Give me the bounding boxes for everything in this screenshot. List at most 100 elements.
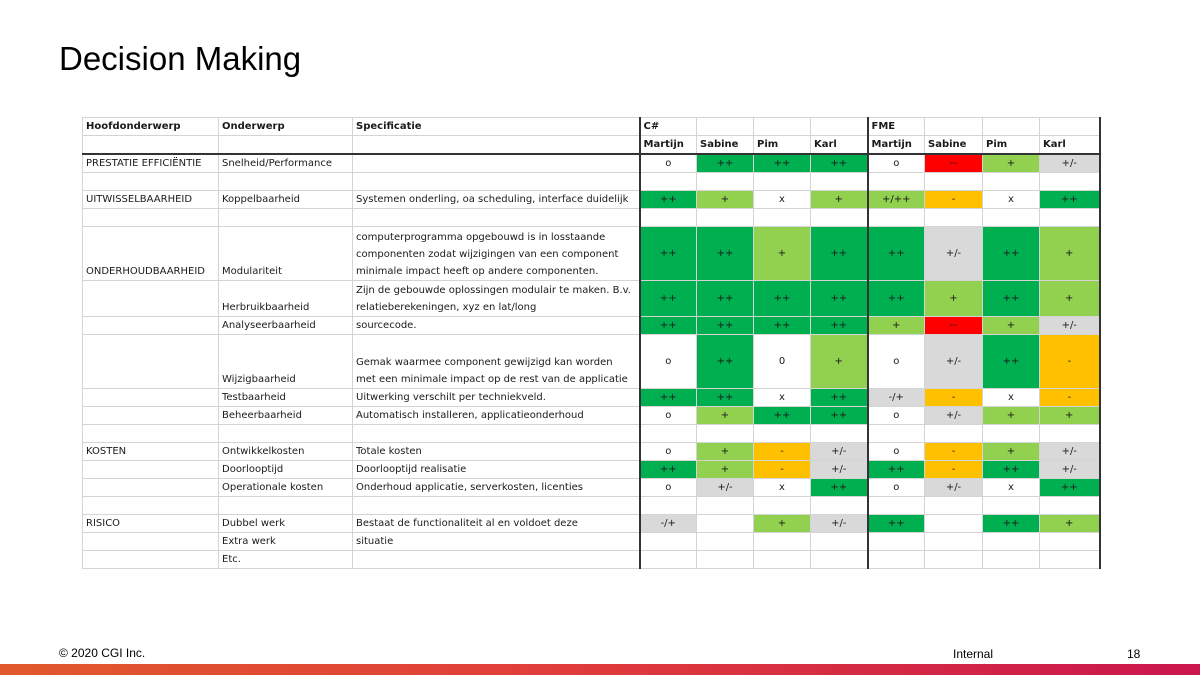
score-cell-csharp-sabine: + [696, 460, 754, 479]
spacer-row [82, 208, 1101, 227]
score-cell-csharp-sabine [696, 514, 754, 533]
col-header-csharp-karl: Karl [810, 135, 869, 155]
score-cell-fme-sabine: - [924, 190, 983, 209]
cell-specificatie: situatie [352, 532, 640, 551]
score-cell-csharp-karl: + [810, 190, 869, 209]
score-cell-csharp-karl [810, 532, 869, 551]
empty-cell [924, 172, 983, 191]
score-cell-csharp-sabine [696, 550, 754, 569]
cell-specificatie: Systemen onderling, oa scheduling, inter… [352, 190, 640, 209]
cell-specificatie: Automatisch installeren, applicatieonder… [352, 406, 640, 425]
score-cell-fme-karl: + [1039, 514, 1101, 533]
score-cell-fme-pim: ++ [982, 280, 1040, 317]
col-header-fme-martijn: Martijn [867, 135, 925, 155]
empty-cell [218, 424, 353, 443]
score-cell-csharp-karl: ++ [810, 153, 869, 173]
cell-hoofdonderwerp [82, 280, 219, 317]
score-cell-fme-martijn: o [867, 406, 925, 425]
score-cell-fme-pim: ++ [982, 460, 1040, 479]
score-cell-fme-sabine: -- [924, 153, 983, 173]
empty-cell [867, 208, 925, 227]
score-cell-csharp-karl: ++ [810, 226, 869, 281]
score-cell-fme-karl: ++ [1039, 190, 1101, 209]
cell-specificatie: Gemak waarmee component gewijzigd kan wo… [352, 334, 640, 389]
table-row: UITWISSELBAARHEID Koppelbaarheid Systemen … [82, 190, 1101, 209]
score-cell-csharp-martijn [638, 532, 697, 551]
col-header-csharp-sabine: Sabine [696, 135, 754, 155]
score-cell-csharp-pim: ++ [753, 316, 811, 335]
score-cell-csharp-karl: ++ [810, 316, 869, 335]
slide-title: Decision Making [59, 40, 302, 77]
score-cell-fme-martijn: o [867, 478, 925, 497]
score-cell-csharp-sabine [696, 532, 754, 551]
empty-cell [696, 496, 754, 515]
cell-onderwerp: Snelheid/Performance [218, 153, 353, 173]
empty-cell [982, 172, 1040, 191]
empty-cell [218, 208, 353, 227]
table-row: Extra werk situatie [82, 532, 1101, 551]
score-cell-fme-martijn: ++ [867, 280, 925, 317]
score-cell-csharp-sabine: ++ [696, 153, 754, 173]
score-cell-fme-karl [1039, 532, 1101, 551]
empty-cell [867, 496, 925, 515]
cell-onderwerp: Analyseerbaarheid [218, 316, 353, 335]
table-row: Wijzigbaarheid Gemak waarmee component ge… [82, 334, 1101, 389]
cell-hoofdonderwerp [82, 460, 219, 479]
cell-hoofdonderwerp [82, 388, 219, 407]
empty-cell [753, 172, 811, 191]
score-cell-csharp-pim: x [753, 388, 811, 407]
empty-cell [924, 208, 983, 227]
header-filler [352, 135, 640, 155]
score-cell-csharp-pim: ++ [753, 280, 811, 317]
empty-cell [82, 172, 219, 191]
score-cell-fme-sabine: +/- [924, 478, 983, 497]
score-cell-csharp-pim: - [753, 460, 811, 479]
score-cell-fme-sabine: +/- [924, 406, 983, 425]
score-cell-csharp-karl: ++ [810, 406, 869, 425]
score-cell-csharp-sabine: + [696, 442, 754, 461]
empty-cell [696, 172, 754, 191]
score-cell-csharp-martijn: ++ [638, 388, 697, 407]
col-header-onderwerp: Onderwerp [218, 117, 353, 136]
score-cell-fme-karl: - [1039, 388, 1101, 407]
score-cell-csharp-karl: ++ [810, 388, 869, 407]
score-cell-fme-pim: + [982, 153, 1040, 173]
empty-cell [638, 172, 697, 191]
cell-onderwerp: Dubbel werk [218, 514, 353, 533]
score-cell-csharp-martijn: -/+ [638, 514, 697, 533]
empty-cell [867, 172, 925, 191]
empty-cell [924, 424, 983, 443]
score-cell-fme-sabine [924, 550, 983, 569]
empty-cell [218, 172, 353, 191]
score-cell-csharp-martijn: o [638, 334, 697, 389]
cell-hoofdonderwerp [82, 550, 219, 569]
score-cell-csharp-pim: ++ [753, 153, 811, 173]
score-cell-fme-martijn: +/++ [867, 190, 925, 209]
group-header-filler [696, 117, 754, 136]
empty-cell [982, 424, 1040, 443]
score-cell-csharp-pim [753, 532, 811, 551]
empty-cell [924, 496, 983, 515]
score-cell-csharp-sabine: +/- [696, 478, 754, 497]
score-cell-csharp-martijn: ++ [638, 190, 697, 209]
table-row: KOSTEN Ontwikkelkosten Totale kosten o + - +/-… [82, 442, 1101, 461]
score-cell-csharp-pim: + [753, 226, 811, 281]
score-cell-fme-martijn: ++ [867, 226, 925, 281]
score-cell-csharp-karl: +/- [810, 460, 869, 479]
cell-specificatie: sourcecode. [352, 316, 640, 335]
table-row: Doorlooptijd Doorlooptijd realisatie ++ + - +… [82, 460, 1101, 479]
score-cell-csharp-martijn: ++ [638, 460, 697, 479]
cell-onderwerp: Wijzigbaarheid [218, 334, 353, 389]
cell-onderwerp: Koppelbaarheid [218, 190, 353, 209]
empty-cell [82, 208, 219, 227]
col-header-csharp-martijn: Martijn [638, 135, 697, 155]
score-cell-fme-martijn: ++ [867, 514, 925, 533]
cell-hoofdonderwerp: UITWISSELBAARHEID [82, 190, 219, 209]
table-row: Beheerbaarheid Automatisch installeren, a… [82, 406, 1101, 425]
score-cell-fme-martijn [867, 550, 925, 569]
score-cell-fme-karl [1039, 550, 1101, 569]
table-row: Etc. [82, 550, 1101, 569]
score-cell-fme-martijn [867, 532, 925, 551]
cell-hoofdonderwerp: RISICO [82, 514, 219, 533]
score-cell-csharp-martijn [638, 550, 697, 569]
